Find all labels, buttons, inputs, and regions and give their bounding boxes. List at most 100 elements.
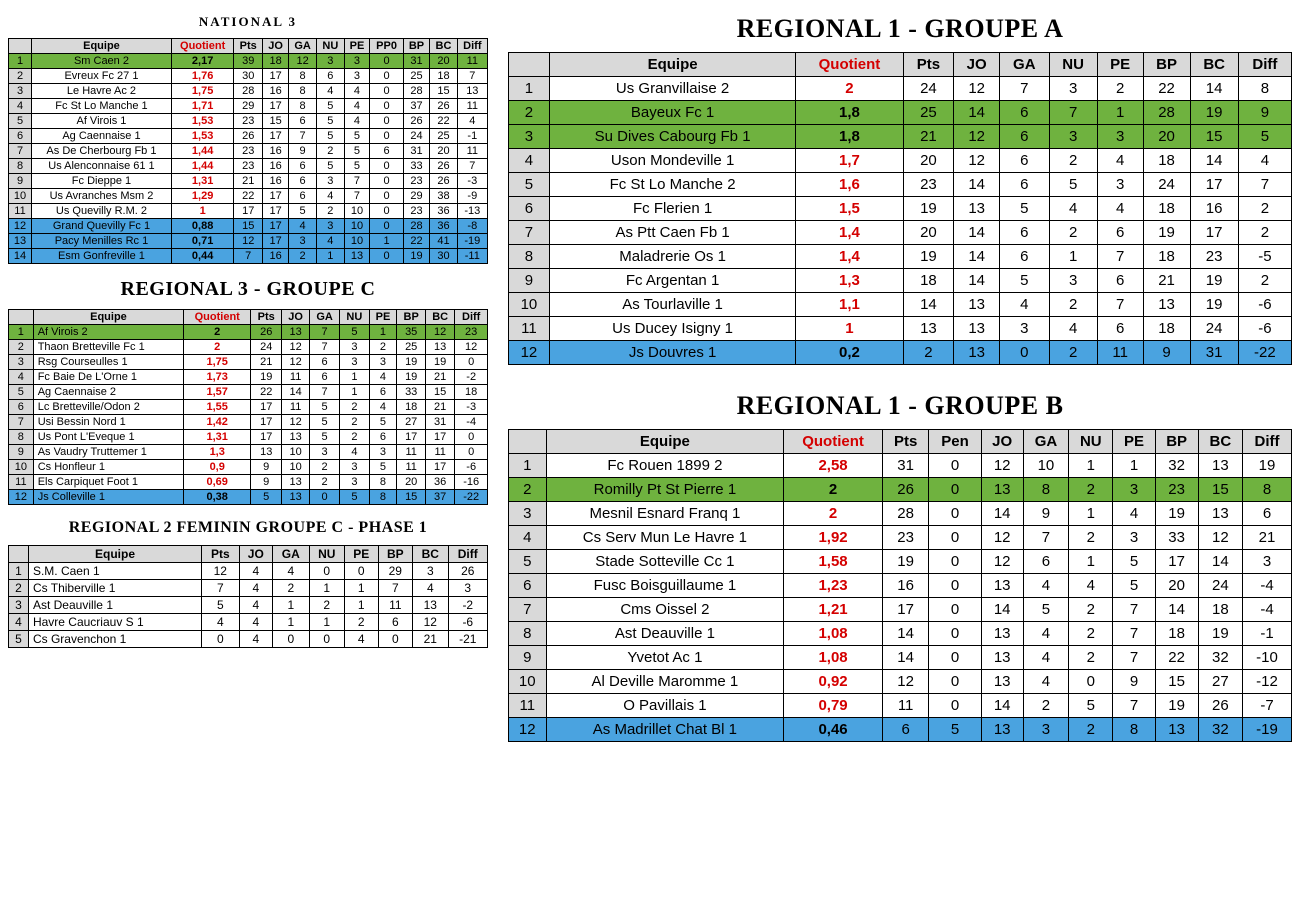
- stat-cell: 13: [981, 478, 1023, 502]
- stat-cell: -7: [1243, 694, 1292, 718]
- table-row: 14Esm Gonfreville 10,44716211301930-11: [9, 249, 488, 264]
- stat-cell: 17: [263, 129, 289, 144]
- stat-cell: 10: [344, 219, 370, 234]
- stat-cell: 0,9: [184, 460, 251, 475]
- stat-cell: 11: [457, 99, 487, 114]
- stat-cell: 22: [251, 385, 282, 400]
- stat-cell: -21: [448, 631, 487, 648]
- rank-cell: 10: [9, 460, 34, 475]
- stat-cell: 12: [954, 77, 1000, 101]
- rank-cell: 8: [9, 159, 32, 174]
- col-header: JO: [981, 430, 1023, 454]
- stat-cell: 13: [457, 84, 487, 99]
- stat-cell: 1,55: [184, 400, 251, 415]
- stat-cell: 8: [289, 69, 317, 84]
- stat-cell: 7: [344, 174, 370, 189]
- stat-cell: 1,1: [796, 293, 903, 317]
- stat-cell: 0: [929, 598, 981, 622]
- stat-cell: 10: [282, 460, 310, 475]
- stat-cell: 12: [282, 415, 310, 430]
- team-cell: Lc Bretteville/Odon 2: [33, 400, 184, 415]
- stat-cell: 1: [345, 597, 379, 614]
- stat-cell: 4: [1023, 670, 1068, 694]
- stat-cell: 20: [397, 475, 426, 490]
- table-row: 10Al Deville Maromme 10,92120134091527-1…: [509, 670, 1292, 694]
- stat-cell: 6: [1243, 502, 1292, 526]
- stat-cell: 11: [1097, 341, 1143, 365]
- stat-cell: 6: [1000, 125, 1049, 149]
- stat-cell: 2: [1238, 269, 1291, 293]
- col-header: PE: [1097, 53, 1143, 77]
- col-header: NU: [1049, 53, 1097, 77]
- stat-cell: 11: [282, 400, 310, 415]
- stat-cell: 0: [370, 189, 403, 204]
- stat-cell: 14: [1190, 149, 1238, 173]
- stat-cell: 1,8: [796, 101, 903, 125]
- r1b-title: REGIONAL 1 - GROUPE B: [508, 391, 1292, 421]
- stat-cell: 12: [954, 125, 1000, 149]
- stat-cell: 19: [903, 245, 954, 269]
- table-row: 3Le Havre Ac 21,7528168440281513: [9, 84, 488, 99]
- stat-cell: 29: [378, 563, 413, 580]
- r3c-table: EquipeQuotientPtsJOGANUPEBPBCDiff1Af Vir…: [8, 309, 488, 505]
- stat-cell: 28: [403, 219, 430, 234]
- stat-cell: -6: [448, 614, 487, 631]
- stat-cell: 4: [1023, 574, 1068, 598]
- stat-cell: 4: [1000, 293, 1049, 317]
- team-cell: Esm Gonfreville 1: [32, 249, 172, 264]
- team-cell: Af Virois 1: [32, 114, 172, 129]
- stat-cell: 2,58: [784, 454, 883, 478]
- stat-cell: 4: [1097, 197, 1143, 221]
- rank-cell: 12: [509, 341, 550, 365]
- stat-cell: 4: [317, 189, 344, 204]
- stat-cell: 4: [344, 84, 370, 99]
- team-cell: Maladrerie Os 1: [549, 245, 795, 269]
- stat-cell: 13: [954, 341, 1000, 365]
- stat-cell: 5: [317, 114, 344, 129]
- stat-cell: 0: [345, 563, 379, 580]
- stat-cell: 8: [289, 84, 317, 99]
- col-header: NU: [340, 310, 369, 325]
- stat-cell: 5: [340, 490, 369, 505]
- stat-cell: 20: [903, 149, 954, 173]
- stat-cell: 33: [1155, 526, 1198, 550]
- r2fem-title: REGIONAL 2 FEMININ GROUPE C - PHASE 1: [8, 519, 488, 537]
- stat-cell: 1: [369, 325, 397, 340]
- stat-cell: 12: [425, 325, 454, 340]
- stat-cell: 4: [413, 580, 448, 597]
- stat-cell: -22: [1238, 341, 1291, 365]
- stat-cell: 7: [457, 159, 487, 174]
- table-row: 2Cs Thiberville 174211743: [9, 580, 488, 597]
- stat-cell: 19: [403, 249, 430, 264]
- stat-cell: 6: [310, 355, 340, 370]
- stat-cell: 12: [1198, 526, 1242, 550]
- stat-cell: 21: [425, 400, 454, 415]
- stat-cell: 15: [234, 219, 263, 234]
- stat-cell: 14: [882, 622, 929, 646]
- stat-cell: 1: [1097, 101, 1143, 125]
- stat-cell: 14: [981, 598, 1023, 622]
- table-row: 4Uson Mondeville 11,7201262418144: [509, 149, 1292, 173]
- stat-cell: 3: [344, 69, 370, 84]
- stat-cell: 13: [981, 574, 1023, 598]
- stat-cell: 1,92: [784, 526, 883, 550]
- stat-cell: 1,75: [184, 355, 251, 370]
- rank-cell: 2: [9, 340, 34, 355]
- stat-cell: 2: [317, 204, 344, 219]
- stat-cell: 3: [413, 563, 448, 580]
- stat-cell: 2: [184, 340, 251, 355]
- table-row: 12Js Colleville 10,385130581537-22: [9, 490, 488, 505]
- stat-cell: 4: [317, 234, 344, 249]
- col-header: Diff: [455, 310, 488, 325]
- stat-cell: 26: [430, 99, 457, 114]
- stat-cell: 20: [430, 144, 457, 159]
- stat-cell: 2: [369, 340, 397, 355]
- stat-cell: 7: [1000, 77, 1049, 101]
- stat-cell: 11: [282, 370, 310, 385]
- stat-cell: 3: [1023, 718, 1068, 742]
- stat-cell: 6: [289, 174, 317, 189]
- stat-cell: 4: [344, 114, 370, 129]
- team-cell: As Tourlaville 1: [549, 293, 795, 317]
- stat-cell: 2: [1049, 293, 1097, 317]
- stat-cell: 13: [1155, 718, 1198, 742]
